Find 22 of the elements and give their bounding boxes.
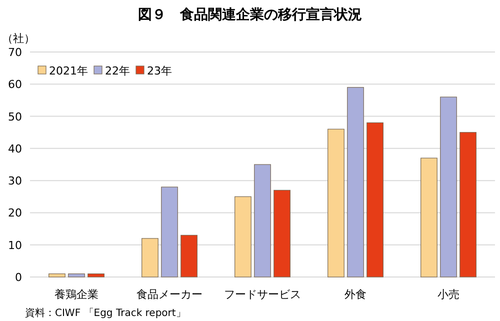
legend-label: 22年	[105, 64, 130, 78]
ytick: 70	[8, 46, 22, 59]
ylabel: （社）	[2, 32, 35, 45]
ytick: 10	[8, 238, 22, 252]
ytick: 30	[8, 174, 22, 188]
legend-item: 22年	[94, 64, 130, 78]
legend-label: 23年	[147, 64, 172, 78]
xtick: 食品メーカー	[136, 288, 202, 301]
xtick: 養鶏企業	[54, 288, 98, 301]
annotation: 資料：CIWF 「Egg Track report」	[25, 308, 186, 319]
legend-item: 23年	[136, 64, 172, 78]
ytick: 20	[8, 206, 22, 220]
title: 図９ 食品関連企業の移行宣言状況	[138, 7, 362, 23]
xtick: フードサービス	[224, 288, 301, 301]
ytick: 0	[15, 271, 22, 284]
xtick: 外食	[344, 288, 366, 301]
legend-label: 2021年	[49, 64, 88, 78]
ytick: 40	[8, 142, 22, 156]
ytick: 50	[8, 110, 22, 124]
ytick: 60	[8, 78, 22, 92]
legend-item: 2021年	[38, 64, 88, 78]
xtick: 小売	[438, 288, 460, 301]
